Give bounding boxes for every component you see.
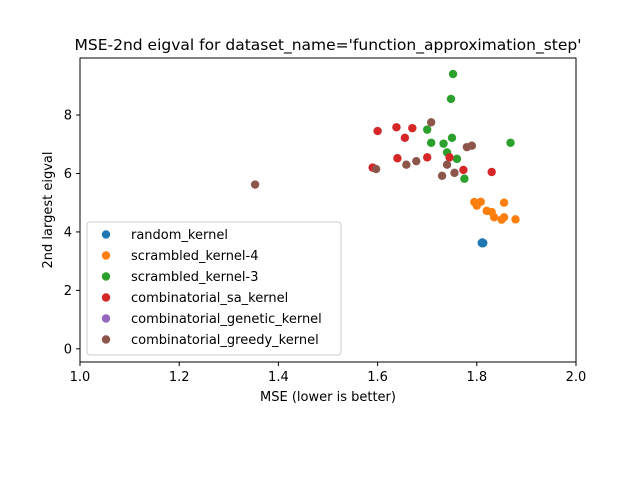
data-point-combinatorial_sa_kernel <box>400 133 410 142</box>
legend-marker-combinatorial_genetic_kernel <box>101 314 111 323</box>
legend-marker-scrambled_kernel-4 <box>101 251 111 260</box>
data-point-combinatorial_sa_kernel <box>373 126 382 136</box>
data-point-scrambled_kernel-3 <box>426 138 436 147</box>
legend-marker-combinatorial_sa_kernel <box>101 293 111 302</box>
y-axis-label: 2nd largest eigval <box>41 152 56 269</box>
legend-label: scrambled_kernel-3 <box>131 270 259 285</box>
y-axis: 0 2 4 6 8 <box>64 109 80 357</box>
data-point-combinatorial_greedy_kernel <box>426 118 436 127</box>
x-tick-label: 1.0 <box>70 370 91 385</box>
data-point-combinatorial_sa_kernel <box>408 123 417 133</box>
data-point-combinatorial_greedy_kernel <box>442 160 452 169</box>
y-tick-label: 2 <box>64 284 72 299</box>
y-tick-label: 0 <box>64 342 72 357</box>
data-point-combinatorial_greedy_kernel <box>467 141 477 150</box>
data-point-combinatorial_sa_kernel <box>487 167 496 177</box>
legend-label: combinatorial_genetic_kernel <box>131 312 322 327</box>
data-points <box>250 69 520 248</box>
data-point-scrambled_kernel-3 <box>460 174 469 183</box>
data-point-combinatorial_greedy_kernel <box>250 180 260 189</box>
legend-label: combinatorial_sa_kernel <box>131 291 288 306</box>
legend-marker-random_kernel <box>101 230 111 239</box>
y-tick-label: 8 <box>64 109 72 124</box>
legend-marker-scrambled_kernel-3 <box>101 272 111 281</box>
legend-marker-combinatorial_greedy_kernel <box>101 335 111 344</box>
legend-box <box>86 221 342 356</box>
data-point-combinatorial_sa_kernel <box>423 153 432 162</box>
data-point-combinatorial_sa_kernel <box>445 153 454 162</box>
data-point-scrambled_kernel-3 <box>452 154 462 164</box>
x-tick-label: 1.8 <box>466 370 487 385</box>
data-point-combinatorial_sa_kernel <box>459 165 468 175</box>
x-tick-label: 1.4 <box>268 370 289 385</box>
x-axis: 1.0 1.2 1.4 1.6 1.8 2.0 <box>70 362 587 385</box>
legend-label: scrambled_kernel-4 <box>131 249 259 264</box>
data-point-scrambled_kernel-3 <box>447 133 457 142</box>
x-tick-label: 1.2 <box>169 370 190 385</box>
data-point-scrambled_kernel-3 <box>446 94 456 104</box>
data-point-random_kernel <box>478 239 487 248</box>
legend-label: combinatorial_greedy_kernel <box>131 333 319 348</box>
data-point-scrambled_kernel-4 <box>476 197 485 207</box>
data-point-scrambled_kernel-3 <box>439 139 448 148</box>
data-point-combinatorial_greedy_kernel <box>450 168 459 178</box>
data-point-combinatorial_greedy_kernel <box>412 156 421 166</box>
data-point-combinatorial_sa_kernel <box>392 123 401 132</box>
y-tick-label: 4 <box>64 225 72 240</box>
x-axis-label: MSE (lower is better) <box>260 390 396 405</box>
data-point-scrambled_kernel-4 <box>511 215 520 224</box>
data-point-scrambled_kernel-4 <box>499 198 509 207</box>
x-tick-label: 1.6 <box>367 370 388 385</box>
x-tick-label: 2.0 <box>566 370 587 385</box>
data-point-scrambled_kernel-4 <box>489 213 499 222</box>
data-point-scrambled_kernel-3 <box>423 125 432 134</box>
data-point-combinatorial_sa_kernel <box>393 154 402 163</box>
data-point-scrambled_kernel-4 <box>499 213 509 222</box>
data-point-combinatorial_greedy_kernel <box>371 164 381 174</box>
data-point-scrambled_kernel-3 <box>448 69 458 79</box>
chart-title: MSE-2nd eigval for dataset_name='functio… <box>74 36 581 55</box>
data-point-scrambled_kernel-3 <box>506 138 515 147</box>
data-point-combinatorial_greedy_kernel <box>437 171 447 180</box>
legend: random_kernel scrambled_kernel-4 scrambled… <box>86 221 342 356</box>
data-point-combinatorial_greedy_kernel <box>402 160 411 169</box>
legend-label: random_kernel <box>131 228 228 243</box>
y-tick-label: 6 <box>64 167 72 182</box>
